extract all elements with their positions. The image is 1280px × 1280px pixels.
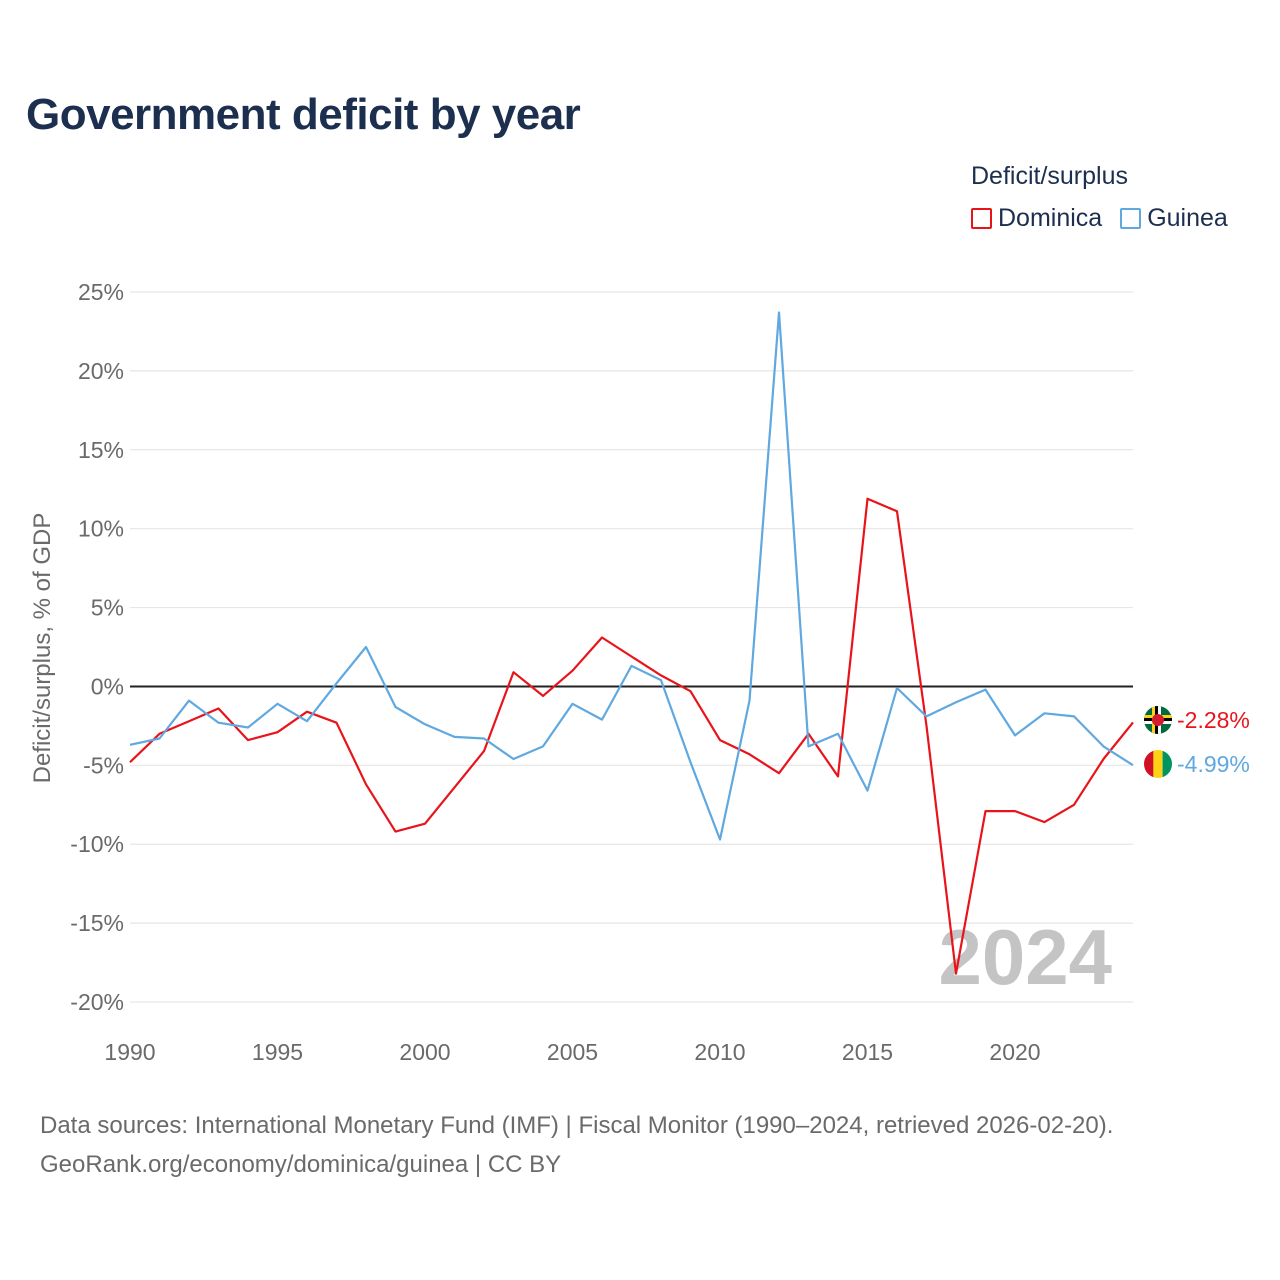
y-tick-label: 25%	[78, 279, 124, 305]
year-watermark: 2024	[938, 913, 1112, 1001]
legend-swatch-dominica	[971, 208, 992, 229]
series-line-dominica	[129, 497, 1134, 975]
x-axis-ticks: 1990 1995 2000 2005 2010 2015 2020	[104, 1039, 1040, 1065]
x-tick-label: 2015	[842, 1039, 893, 1065]
y-tick-label: -15%	[70, 910, 124, 936]
chart-title: Government deficit by year	[26, 90, 581, 139]
legend-swatch-guinea	[1120, 208, 1142, 229]
y-axis-label: Deficit/surplus, % of GDP	[29, 513, 56, 784]
end-label-dominica: -2.28%	[1177, 707, 1250, 733]
guinea-flag-icon	[1144, 750, 1172, 778]
x-tick-label: 2020	[989, 1039, 1040, 1065]
y-tick-label: -5%	[83, 752, 124, 778]
series-line-guinea	[129, 311, 1134, 841]
x-tick-label: 2005	[547, 1039, 598, 1065]
x-tick-label: 1990	[104, 1039, 155, 1065]
legend-label-guinea: Guinea	[1147, 204, 1228, 232]
legend: Dominica Guinea	[971, 204, 1228, 233]
end-label-guinea: -4.99%	[1177, 751, 1250, 777]
x-tick-label: 2010	[694, 1039, 745, 1065]
legend-item-dominica[interactable]: Dominica	[971, 204, 1102, 233]
legend-item-guinea[interactable]: Guinea	[1120, 204, 1228, 233]
y-tick-label: -20%	[70, 989, 124, 1015]
x-tick-label: 2000	[399, 1039, 450, 1065]
y-tick-label: -10%	[70, 831, 124, 857]
source-line-2[interactable]: GeoRank.org/economy/dominica/guinea | CC…	[40, 1151, 562, 1178]
line-chart: 25% 20% 15% 10% 5% 0% -5% -10% -15% -20% 1990 1995…	[29, 279, 1250, 1065]
source-line-1: Data sources: International Monetary Fun…	[40, 1112, 1114, 1139]
legend-title: Deficit/surplus	[971, 162, 1128, 190]
legend-label-dominica: Dominica	[998, 204, 1103, 232]
y-tick-label: 0%	[91, 673, 124, 699]
y-tick-label: 20%	[78, 358, 124, 384]
x-tick-label: 1995	[252, 1039, 303, 1065]
y-tick-label: 10%	[78, 516, 124, 542]
y-tick-label: 15%	[78, 437, 124, 463]
y-axis-ticks: 25% 20% 15% 10% 5% 0% -5% -10% -15% -20%	[70, 279, 124, 1015]
dominica-flag-icon	[1144, 706, 1172, 734]
series-lines	[129, 311, 1134, 975]
source-note: Data sources: International Monetary Fun…	[40, 1106, 1113, 1184]
y-tick-label: 5%	[91, 595, 124, 621]
grid-lines	[130, 291, 1133, 1003]
